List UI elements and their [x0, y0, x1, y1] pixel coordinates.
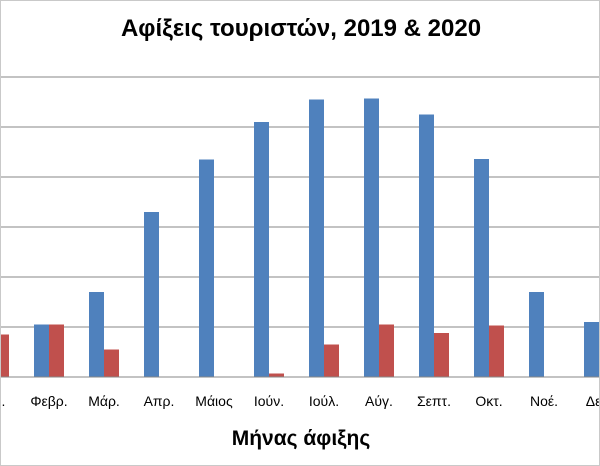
- x-tick-label: Απρ.: [144, 393, 175, 409]
- x-tick-label: Ιαν.: [1, 393, 5, 409]
- x-axis-title: Μήνας άφιξης: [231, 427, 371, 450]
- x-tick-label: Αύγ.: [365, 393, 393, 409]
- bar-series-1-12: [584, 322, 599, 377]
- x-tick-label: Οκτ.: [475, 393, 502, 409]
- bar-series-2-9: [434, 333, 449, 377]
- bar-series-1-7: [309, 99, 324, 377]
- x-tick-label: Μάιος: [195, 393, 233, 409]
- bar-series-1-8: [364, 98, 379, 377]
- bar-series-1-10: [474, 159, 489, 377]
- bar-series-2-7: [324, 344, 339, 377]
- bar-series-1-4: [144, 212, 159, 377]
- x-tick-label: Ιούλ.: [309, 393, 339, 409]
- bar-series-1-11: [529, 292, 544, 377]
- bar-series-1-5: [199, 159, 214, 377]
- x-tick-label: Δεκ.: [586, 393, 600, 409]
- chart-title: Αφίξεις τουριστών, 2019 & 2020: [120, 15, 482, 42]
- bar-series-2-6: [269, 373, 284, 377]
- bar-series-2-2: [49, 324, 64, 377]
- x-tick-label: Ιούν.: [254, 393, 284, 409]
- x-tick-label: Νοέ.: [530, 393, 558, 409]
- bar-series-2-8: [379, 324, 394, 377]
- x-tick-label: Φεβρ.: [30, 393, 67, 409]
- x-tick-label: Μάρ.: [88, 393, 120, 409]
- bar-series-1-9: [419, 114, 434, 377]
- bar-series-1-2: [34, 324, 49, 377]
- bar-series-2-3: [104, 349, 119, 377]
- bar-series-1-3: [89, 292, 104, 377]
- bar-series-1-6: [254, 122, 269, 377]
- bar-series-2-1: [1, 334, 9, 377]
- bar-series-2-10: [489, 325, 504, 377]
- x-tick-label: Σεπτ.: [417, 393, 451, 409]
